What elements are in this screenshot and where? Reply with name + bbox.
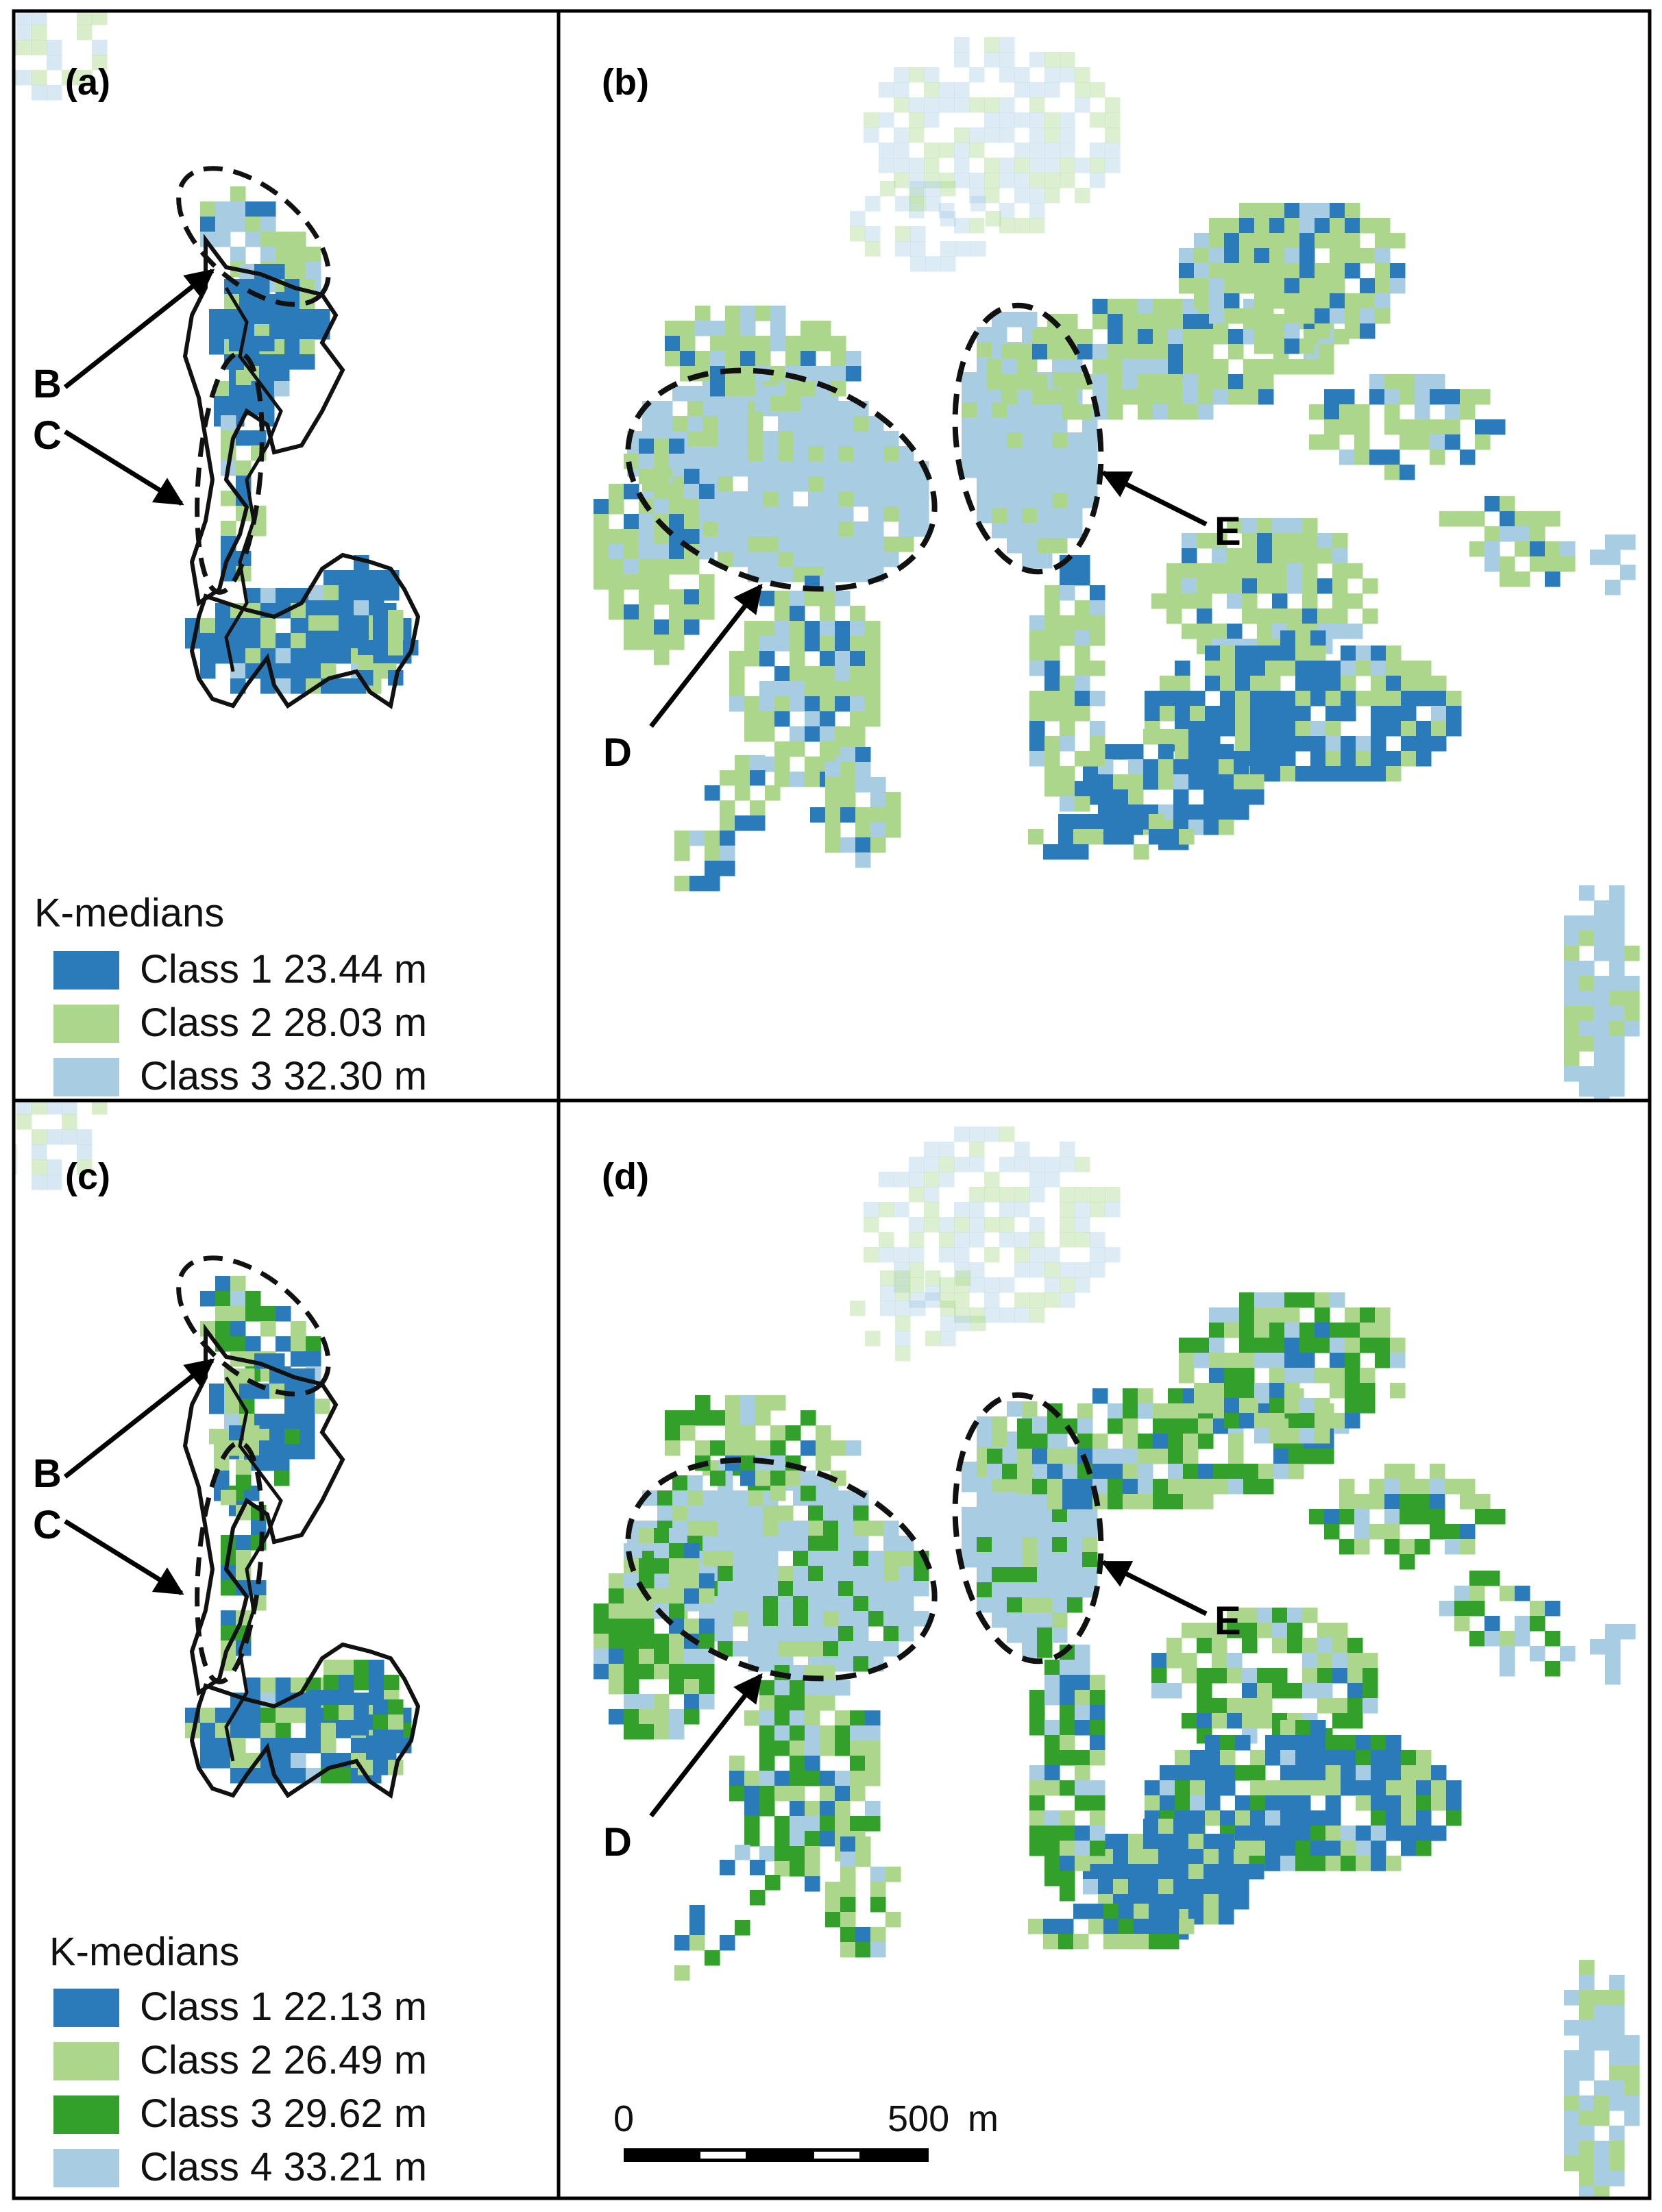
panel-a-annotation-c: C	[33, 413, 62, 458]
panel-b-arrow-e	[1101, 470, 1208, 527]
legend-bottom: K-medians Class 1 22.13 m Class 2 26.49 …	[49, 1930, 427, 2189]
legend-bottom-label-2: Class 2 26.49 m	[140, 2038, 427, 2082]
scale-bar-segment-4	[814, 2152, 859, 2159]
panel-b-ellipse-e	[952, 302, 1104, 575]
panel-c-map: B C	[14, 1101, 421, 1799]
panel-d-annotation-d: D	[603, 1820, 632, 1865]
legend-top-title: K-medians	[34, 891, 224, 935]
scale-bar-end-label: 500	[888, 2098, 949, 2139]
panel-c-ellipse-b	[176, 1255, 331, 1397]
panel-b-annotation-d: D	[603, 730, 632, 775]
legend-top-swatch-3	[53, 1058, 119, 1096]
panel-frames	[12, 9, 1652, 2200]
panel-a-map: B C	[14, 11, 421, 709]
panel-b-pixels	[594, 37, 1640, 1101]
panel-d-ellipse-d	[625, 1457, 938, 1682]
panel-b-map: D E	[594, 37, 1640, 1101]
panel-c-outline-inner	[224, 1376, 283, 1762]
panel-d-pixels	[594, 1127, 1640, 2198]
panel-b-arrow-d	[649, 583, 763, 728]
legend-bottom-swatch-1	[53, 1989, 119, 2027]
legend-bottom-swatch-4	[53, 2149, 119, 2187]
panel-b: D E (b)	[594, 37, 1640, 1101]
legend-bottom-label-3: Class 3 29.62 m	[140, 2091, 427, 2136]
panel-b-label: (b)	[602, 62, 649, 103]
panel-a-arrow-c	[64, 430, 184, 506]
legend-top-swatch-2	[53, 1005, 119, 1043]
panel-d-ellipse-e	[952, 1392, 1104, 1664]
panel-d-arrow-e	[1101, 1560, 1208, 1617]
panel-a-label: (a)	[65, 62, 110, 103]
scale-bar-start-label: 0	[613, 2098, 634, 2139]
scale-bar: 0 500 m	[613, 2098, 999, 2162]
legend-top-label-3: Class 3 32.30 m	[140, 1054, 427, 1098]
panel-a-ellipse-c	[195, 351, 265, 595]
legend-bottom-label-1: Class 1 22.13 m	[140, 1984, 427, 2029]
panel-a-outline-lower	[189, 552, 421, 709]
panel-c-annotation-c: C	[33, 1503, 62, 1547]
panel-a: B C (a) K-medians Class 1 23.44 m Class …	[14, 11, 427, 1098]
scale-bar-outline	[624, 2148, 929, 2162]
legend-top-label-1: Class 1 23.44 m	[140, 947, 427, 992]
outer-frame	[12, 9, 1652, 2200]
panel-d-label: (d)	[602, 1156, 649, 1197]
panel-c-outline-lower	[189, 1642, 421, 1799]
panel-d: D E 0 500 m (d)	[594, 1127, 1640, 2198]
panel-a-annotation-b: B	[33, 362, 62, 406]
panel-c: B C (c) K-medians Class 1 22.13 m Class …	[14, 1101, 427, 2189]
panel-d-annotation-e: E	[1214, 1599, 1241, 1643]
panel-b-annotation-e: E	[1214, 509, 1241, 554]
scale-bar-unit-label: m	[968, 2098, 999, 2139]
panel-c-ellipse-c	[195, 1440, 265, 1684]
panel-a-ellipse-b	[176, 166, 331, 307]
panel-a-outline-inner	[224, 286, 283, 672]
panel-a-arrow-b	[63, 269, 215, 389]
legend-bottom-swatch-2	[53, 2042, 119, 2080]
panel-c-label: (c)	[65, 1156, 110, 1197]
panel-c-arrow-b	[63, 1358, 215, 1479]
scale-bar-segment-2	[700, 2152, 746, 2159]
legend-top-swatch-1	[53, 951, 119, 990]
legend-bottom-label-4: Class 4 33.21 m	[140, 2145, 427, 2189]
panel-d-map: D E 0 500 m	[594, 1127, 1640, 2198]
legend-top-label-2: Class 2 28.03 m	[140, 1000, 427, 1045]
panel-b-ellipse-d	[625, 367, 938, 592]
legend-top: K-medians Class 1 23.44 m Class 2 28.03 …	[34, 891, 427, 1098]
legend-bottom-swatch-3	[53, 2096, 119, 2134]
panel-c-arrow-c	[64, 1519, 184, 1595]
legend-bottom-title: K-medians	[49, 1930, 239, 1974]
panel-c-annotation-b: B	[33, 1451, 62, 1496]
panel-d-arrow-d	[649, 1673, 763, 1818]
